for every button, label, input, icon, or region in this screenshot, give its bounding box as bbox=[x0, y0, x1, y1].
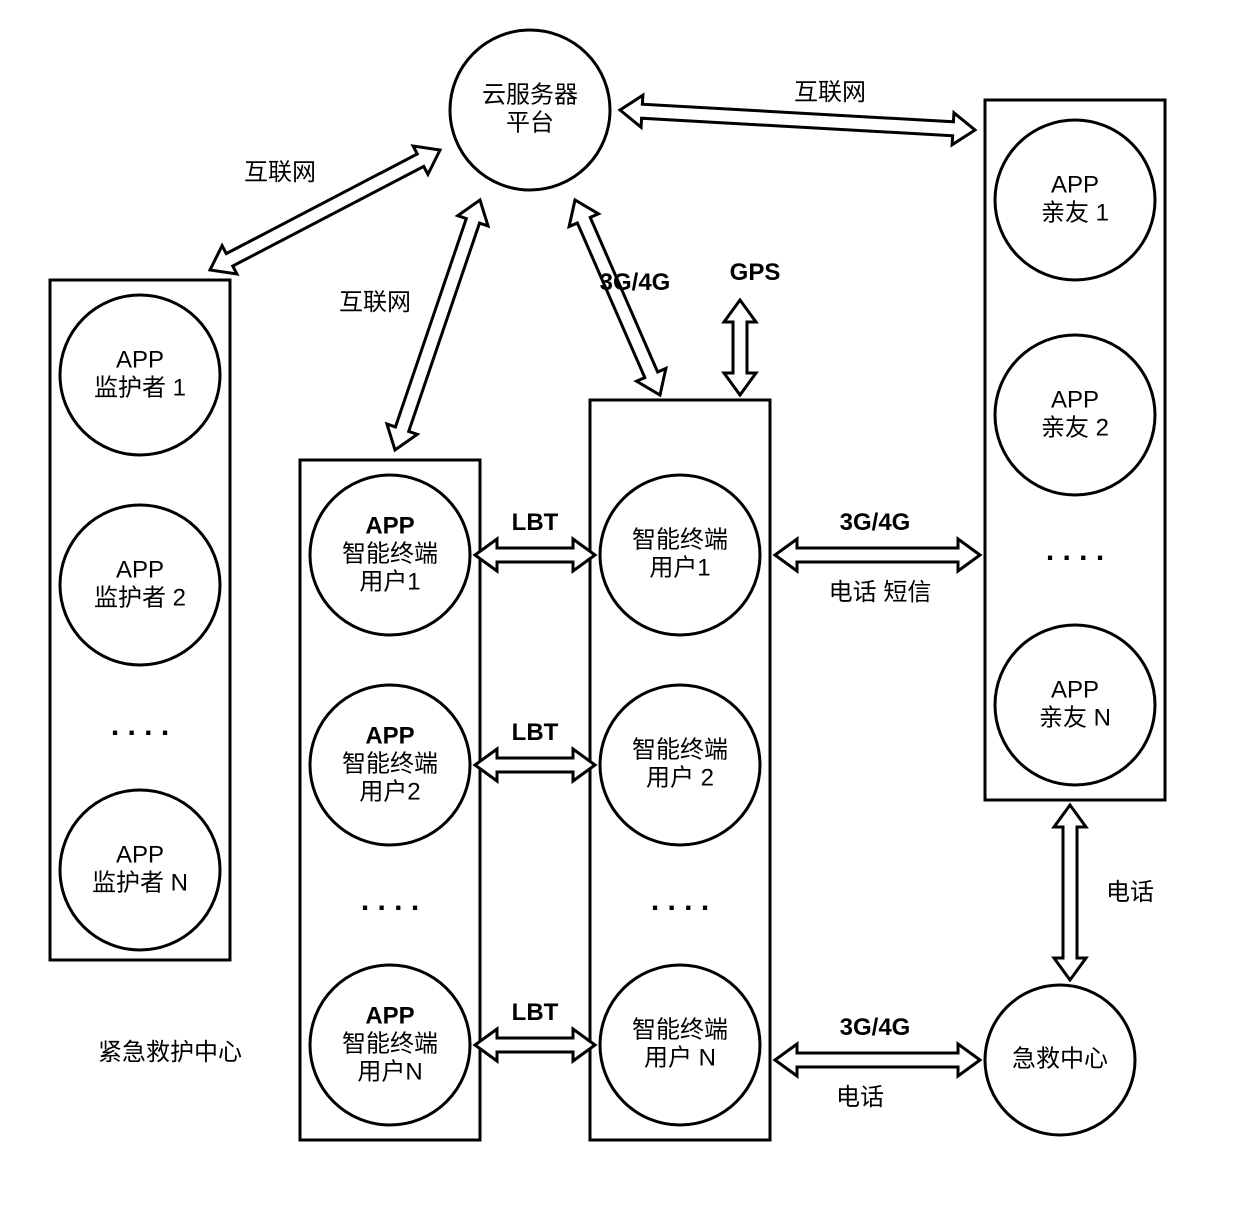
edge-label-gps: GPS bbox=[730, 259, 781, 286]
arrow-cloud-appuser bbox=[387, 200, 488, 450]
arrow-gps bbox=[724, 300, 756, 395]
ellipsis-0: . . . . bbox=[111, 709, 169, 742]
node-label-termUserN-0: 智能终端 bbox=[632, 1016, 728, 1043]
ellipsis-3: . . . . bbox=[1046, 534, 1104, 567]
node-label-appUser1-1: 智能终端 bbox=[342, 540, 438, 567]
node-label-termUser2-0: 智能终端 bbox=[632, 736, 728, 763]
node-label-appUser2-1: 智能终端 bbox=[342, 750, 438, 777]
node-label-appUserN-2: 用户N bbox=[357, 1058, 422, 1085]
node-label-friend2-0: APP bbox=[1051, 386, 1099, 413]
node-label-guardian1-0: APP bbox=[116, 346, 164, 373]
edge-label-lbtN: LBT bbox=[512, 999, 559, 1026]
node-label-appUser2-2: 用户2 bbox=[359, 778, 420, 805]
edge-label-term-emerg: 3G/4G bbox=[840, 1014, 911, 1041]
node-label-termUserN-1: 用户 N bbox=[644, 1044, 716, 1071]
arrow-term-friend bbox=[775, 539, 980, 571]
node-label-appUser1-0: APP bbox=[365, 512, 414, 539]
node-label-cloud-1: 平台 bbox=[506, 109, 554, 136]
arrow-lbtN bbox=[475, 1029, 595, 1061]
arrow-friend-emerg bbox=[1054, 805, 1086, 980]
node-label-friend2-1: 亲友 2 bbox=[1041, 414, 1109, 441]
edge-label-cloud-termuser: 3G/4G bbox=[600, 269, 671, 296]
edge-label-cloud-appuser: 互联网 bbox=[339, 289, 411, 316]
node-label-cloud-0: 云服务器 bbox=[482, 81, 578, 108]
arrow-lbt2 bbox=[475, 749, 595, 781]
edge-label-cloud-friend: 互联网 bbox=[794, 79, 866, 106]
node-label-termUser1-0: 智能终端 bbox=[632, 526, 728, 553]
node-label-guardian2-1: 监护者 2 bbox=[94, 584, 186, 611]
node-label-termUser2-1: 用户 2 bbox=[646, 764, 714, 791]
ellipsis-1: . . . . bbox=[361, 884, 419, 917]
node-label-appUser2-0: APP bbox=[365, 722, 414, 749]
node-label-emergency-0: 急救中心 bbox=[1012, 1045, 1108, 1072]
node-label-guardian1-1: 监护者 1 bbox=[94, 374, 186, 401]
node-label-guardianN-0: APP bbox=[116, 841, 164, 868]
edge-label-term-friend: 电话 短信 bbox=[829, 579, 932, 606]
edge-label-cloud-guardian: 互联网 bbox=[244, 159, 316, 186]
node-label-guardian2-0: APP bbox=[116, 556, 164, 583]
node-label-guardianN-1: 监护者 N bbox=[92, 869, 188, 896]
edge-label-lbt1: LBT bbox=[512, 509, 559, 536]
node-label-friendN-1: 亲友 N bbox=[1039, 704, 1111, 731]
edge-label-term-friend: 3G/4G bbox=[840, 509, 911, 536]
node-label-appUserN-0: APP bbox=[365, 1002, 414, 1029]
node-label-appUser1-2: 用户1 bbox=[359, 568, 420, 595]
free-label-0: 紧急救护中心 bbox=[98, 1039, 242, 1066]
node-label-termUser1-1: 用户1 bbox=[649, 554, 710, 581]
node-label-appUserN-1: 智能终端 bbox=[342, 1030, 438, 1057]
node-label-friend1-0: APP bbox=[1051, 171, 1099, 198]
node-label-friend1-1: 亲友 1 bbox=[1041, 199, 1109, 226]
edge-label-term-emerg: 电话 bbox=[836, 1084, 884, 1111]
arrow-term-emerg bbox=[775, 1044, 980, 1076]
edge-label-friend-emerg: 电话 bbox=[1106, 879, 1154, 906]
edge-label-lbt2: LBT bbox=[512, 719, 559, 746]
arrow-lbt1 bbox=[475, 539, 595, 571]
ellipsis-2: . . . . bbox=[651, 884, 709, 917]
node-label-friendN-0: APP bbox=[1051, 676, 1099, 703]
arrow-cloud-termuser bbox=[569, 200, 666, 395]
